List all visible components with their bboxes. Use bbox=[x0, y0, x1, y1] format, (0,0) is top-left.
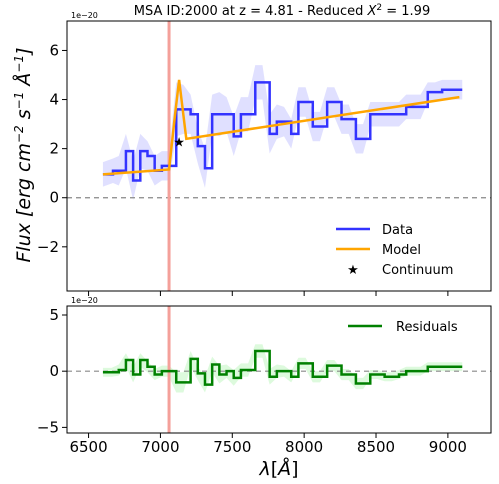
data-error-fill bbox=[102, 65, 463, 201]
model-line bbox=[102, 79, 460, 176]
spectrum-scale-label: 1e−20 bbox=[71, 11, 98, 20]
legend-residuals-label: Residuals bbox=[396, 320, 458, 335]
spectrum-y-ticks: −2 0 2 4 6 bbox=[37, 41, 449, 296]
legend-continuum-star: ★ bbox=[347, 263, 359, 278]
residuals-scale-label: 1e−20 bbox=[71, 296, 98, 305]
x-tick-label: 7000 bbox=[141, 438, 179, 456]
legend-model-label: Model bbox=[382, 243, 421, 258]
x-tick-label: 8000 bbox=[285, 438, 323, 456]
spectrum-plot-area bbox=[67, 21, 491, 291]
y-tick-label: −2 bbox=[37, 238, 59, 256]
x-tick-label: 8500 bbox=[357, 438, 395, 456]
residuals-plot-area bbox=[67, 306, 491, 433]
y-tick-label: 2 bbox=[49, 140, 59, 158]
x-axis-label: λ[Å] bbox=[258, 457, 298, 480]
data-error-band bbox=[102, 65, 463, 201]
x-ticks: 6500 7000 7500 8000 8500 9000 bbox=[69, 433, 467, 456]
legend-data-label: Data bbox=[382, 223, 413, 238]
continuum-star: ★ bbox=[173, 135, 185, 150]
residual-series bbox=[102, 349, 463, 386]
spectrum-y-axis-label: Flux [erg cm−2 s−1 Å−1] bbox=[12, 47, 35, 262]
legend-continuum-label: Continuum bbox=[382, 263, 453, 278]
chart-title: MSA ID:2000 at z = 4.81 - Reduced X2 = 1… bbox=[134, 3, 430, 19]
spectrum-legend: Data Model ★ Continuum bbox=[336, 223, 453, 278]
data-series bbox=[102, 81, 463, 182]
y-tick-label: −5 bbox=[37, 418, 59, 436]
model-series bbox=[102, 79, 460, 176]
y-tick-label: 4 bbox=[49, 91, 59, 109]
spectrum-axes-frame bbox=[66, 20, 492, 292]
y-tick-label: 0 bbox=[49, 362, 59, 380]
data-step-line bbox=[102, 81, 463, 182]
residual-error-fill bbox=[102, 344, 463, 393]
residuals-axes-frame bbox=[66, 305, 492, 434]
residuals-y-ticks: −5 0 5 bbox=[37, 306, 67, 436]
y-tick-label: 0 bbox=[49, 189, 59, 207]
spectrum-panel: ★ −2 0 2 4 6 1e−20 Data Model ★ Continuum bbox=[37, 11, 492, 296]
residual-step-line bbox=[102, 349, 463, 386]
residuals-legend: Residuals bbox=[348, 320, 458, 335]
residuals-panel: −5 0 5 6500 7000 7500 8000 8500 9000 1e−20 Resi… bbox=[37, 296, 492, 456]
residual-error-band bbox=[102, 344, 463, 393]
x-tick-label: 7500 bbox=[213, 438, 251, 456]
x-tick-label: 6500 bbox=[69, 438, 107, 456]
y-tick-label: 6 bbox=[49, 41, 59, 59]
y-tick-label: 5 bbox=[49, 306, 59, 324]
continuum-marker: ★ bbox=[173, 135, 185, 150]
x-tick-label: 9000 bbox=[429, 438, 467, 456]
